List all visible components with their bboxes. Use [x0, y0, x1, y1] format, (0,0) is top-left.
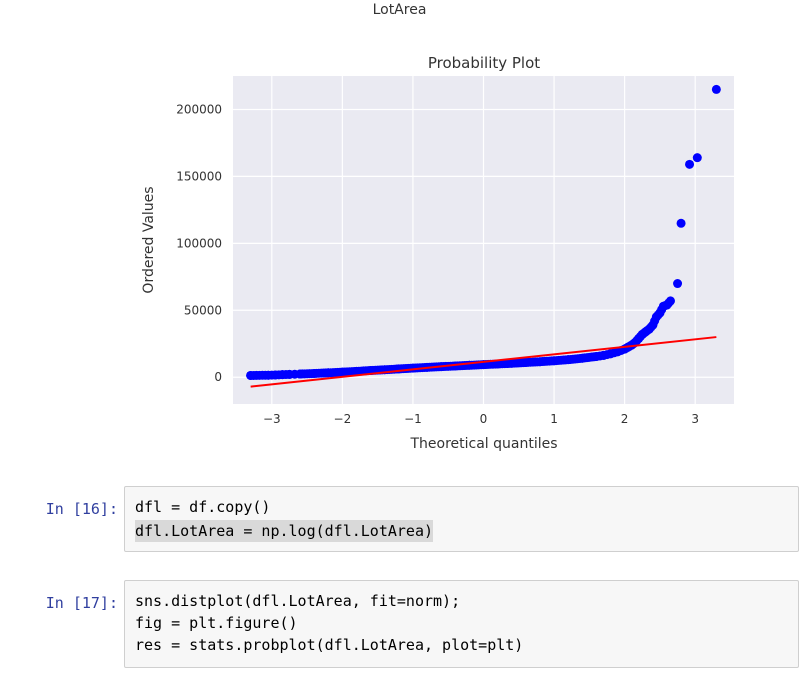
- data-point: [521, 357, 531, 367]
- fit-line: [250, 336, 717, 388]
- data-point: [323, 368, 333, 378]
- cell-prompt: In [16]:: [45, 500, 118, 518]
- y-tick-label: 150000: [176, 169, 222, 183]
- data-points: [246, 84, 721, 380]
- data-point: [295, 369, 305, 379]
- code-cell[interactable]: In [17]: sns.distplot(dfl.LotArea, fit=n…: [0, 580, 799, 668]
- y-tick-labels: 0 50000 100000 150000 200000: [176, 102, 222, 384]
- figure-output: LotArea Probability Plot −3 −2 −1 0 1 2 3 0 500…: [141, 2, 734, 452]
- code-input-area[interactable]: dfl = df.copy() dfl.LotArea = np.log(dfl…: [124, 486, 799, 552]
- x-tick-label: −1: [404, 412, 422, 426]
- code-line: sns.distplot(dfl.LotArea, fit=norm);: [135, 592, 461, 610]
- data-point: [337, 367, 347, 377]
- data-point: [507, 358, 517, 368]
- data-point: [655, 308, 665, 318]
- x-tick-label: −2: [334, 412, 352, 426]
- data-point: [665, 296, 675, 306]
- data-point: [563, 355, 573, 365]
- chart-title: Probability Plot: [428, 54, 540, 72]
- data-point: [598, 350, 608, 360]
- code-cell[interactable]: In [16]: dfl = df.copy() dfl.LotArea = n…: [0, 486, 799, 552]
- probability-plot-chart: Probability Plot −3 −2 −1 0 1 2 3 0 50000 100000…: [141, 54, 734, 452]
- data-point: [549, 356, 559, 366]
- data-point: [263, 370, 273, 380]
- x-tick-label: 1: [550, 412, 558, 426]
- y-axis-label: Ordered Values: [141, 186, 157, 293]
- x-tick-label: −3: [263, 412, 281, 426]
- grid-lines: [233, 76, 734, 404]
- code-line: dfl = df.copy(): [135, 498, 271, 516]
- y-tick-label: 200000: [176, 102, 222, 116]
- x-tick-label: 3: [691, 412, 699, 426]
- data-point: [673, 279, 683, 289]
- x-tick-labels: −3 −2 −1 0 1 2 3: [263, 412, 699, 426]
- data-point: [351, 366, 361, 376]
- y-tick-label: 0: [214, 370, 222, 384]
- x-tick-label: 2: [621, 412, 629, 426]
- y-tick-label: 50000: [184, 303, 222, 317]
- data-point: [685, 159, 695, 169]
- data-point: [711, 84, 721, 94]
- code-line: fig = plt.figure(): [135, 614, 298, 632]
- data-point: [246, 370, 256, 380]
- data-point: [591, 351, 601, 361]
- data-point: [606, 349, 616, 359]
- data-point: [648, 320, 658, 330]
- data-point: [277, 370, 287, 380]
- x-axis-label: Theoretical quantiles: [409, 436, 557, 452]
- data-point: [309, 368, 319, 378]
- code-input-area[interactable]: sns.distplot(dfl.LotArea, fit=norm); fig…: [124, 580, 799, 668]
- data-point: [284, 369, 294, 379]
- data-point: [535, 357, 545, 367]
- y-tick-label: 100000: [176, 236, 222, 250]
- data-point: [676, 218, 686, 228]
- code-line: res = stats.probplot(dfl.LotArea, plot=p…: [135, 636, 524, 654]
- data-point: [577, 353, 587, 363]
- data-point: [493, 359, 503, 369]
- data-point: [692, 153, 702, 163]
- fit-line-group: [250, 336, 717, 388]
- code-line-selected: dfl.LotArea = np.log(dfl.LotArea): [135, 520, 434, 542]
- data-point: [270, 370, 280, 380]
- data-point: [613, 347, 623, 357]
- cell-prompt: In [17]:: [45, 594, 118, 612]
- figure-title: LotArea: [372, 2, 427, 18]
- x-tick-label: 0: [480, 412, 488, 426]
